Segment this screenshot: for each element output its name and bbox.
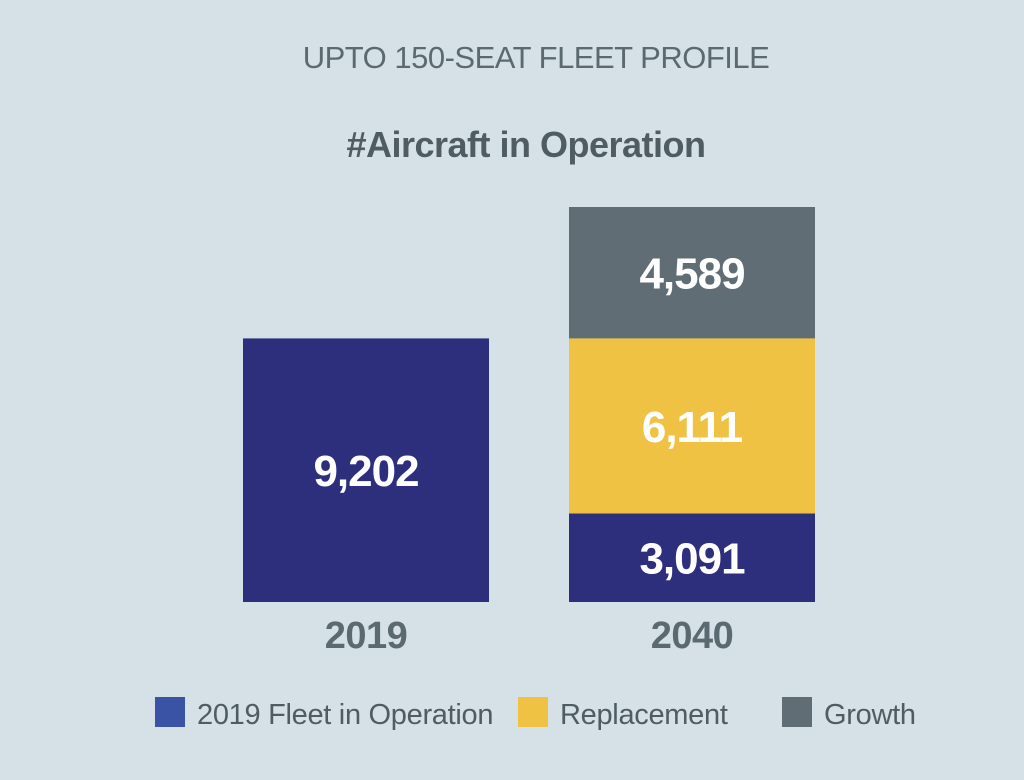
bar-2019-2019-fleet-in-operation	[243, 338, 489, 602]
chart-title: UPTO 150-SEAT FLEET PROFILE	[303, 40, 770, 75]
legend-label: Growth	[824, 699, 916, 731]
category-labels: 2019 2040	[325, 615, 734, 657]
legend-swatch-replacement	[518, 697, 548, 727]
bar-2040-2019-fleet-in-operation	[569, 513, 815, 602]
legend-label: Replacement	[560, 699, 728, 731]
legend-swatch-growth	[782, 697, 812, 727]
bar-value-label: 6,111	[642, 403, 743, 452]
category-label-2040: 2040	[651, 615, 734, 657]
legend-swatch-2019-fleet-in-operation	[155, 697, 185, 727]
bar-value-label: 9,202	[313, 447, 418, 496]
category-label-2019: 2019	[325, 615, 408, 657]
chart-subtitle: #Aircraft in Operation	[346, 124, 705, 165]
bars-group: 9,202 3,091 6,111 4,589	[243, 207, 815, 602]
bar-2040-replacement	[569, 338, 815, 514]
bar-2040-growth	[569, 207, 815, 339]
legend: 2019 Fleet in Operation Replacement Growth	[155, 697, 916, 731]
legend-label: 2019 Fleet in Operation	[197, 699, 493, 731]
bar-value-label: 3,091	[639, 535, 745, 584]
bar-value-label: 4,589	[639, 250, 744, 299]
